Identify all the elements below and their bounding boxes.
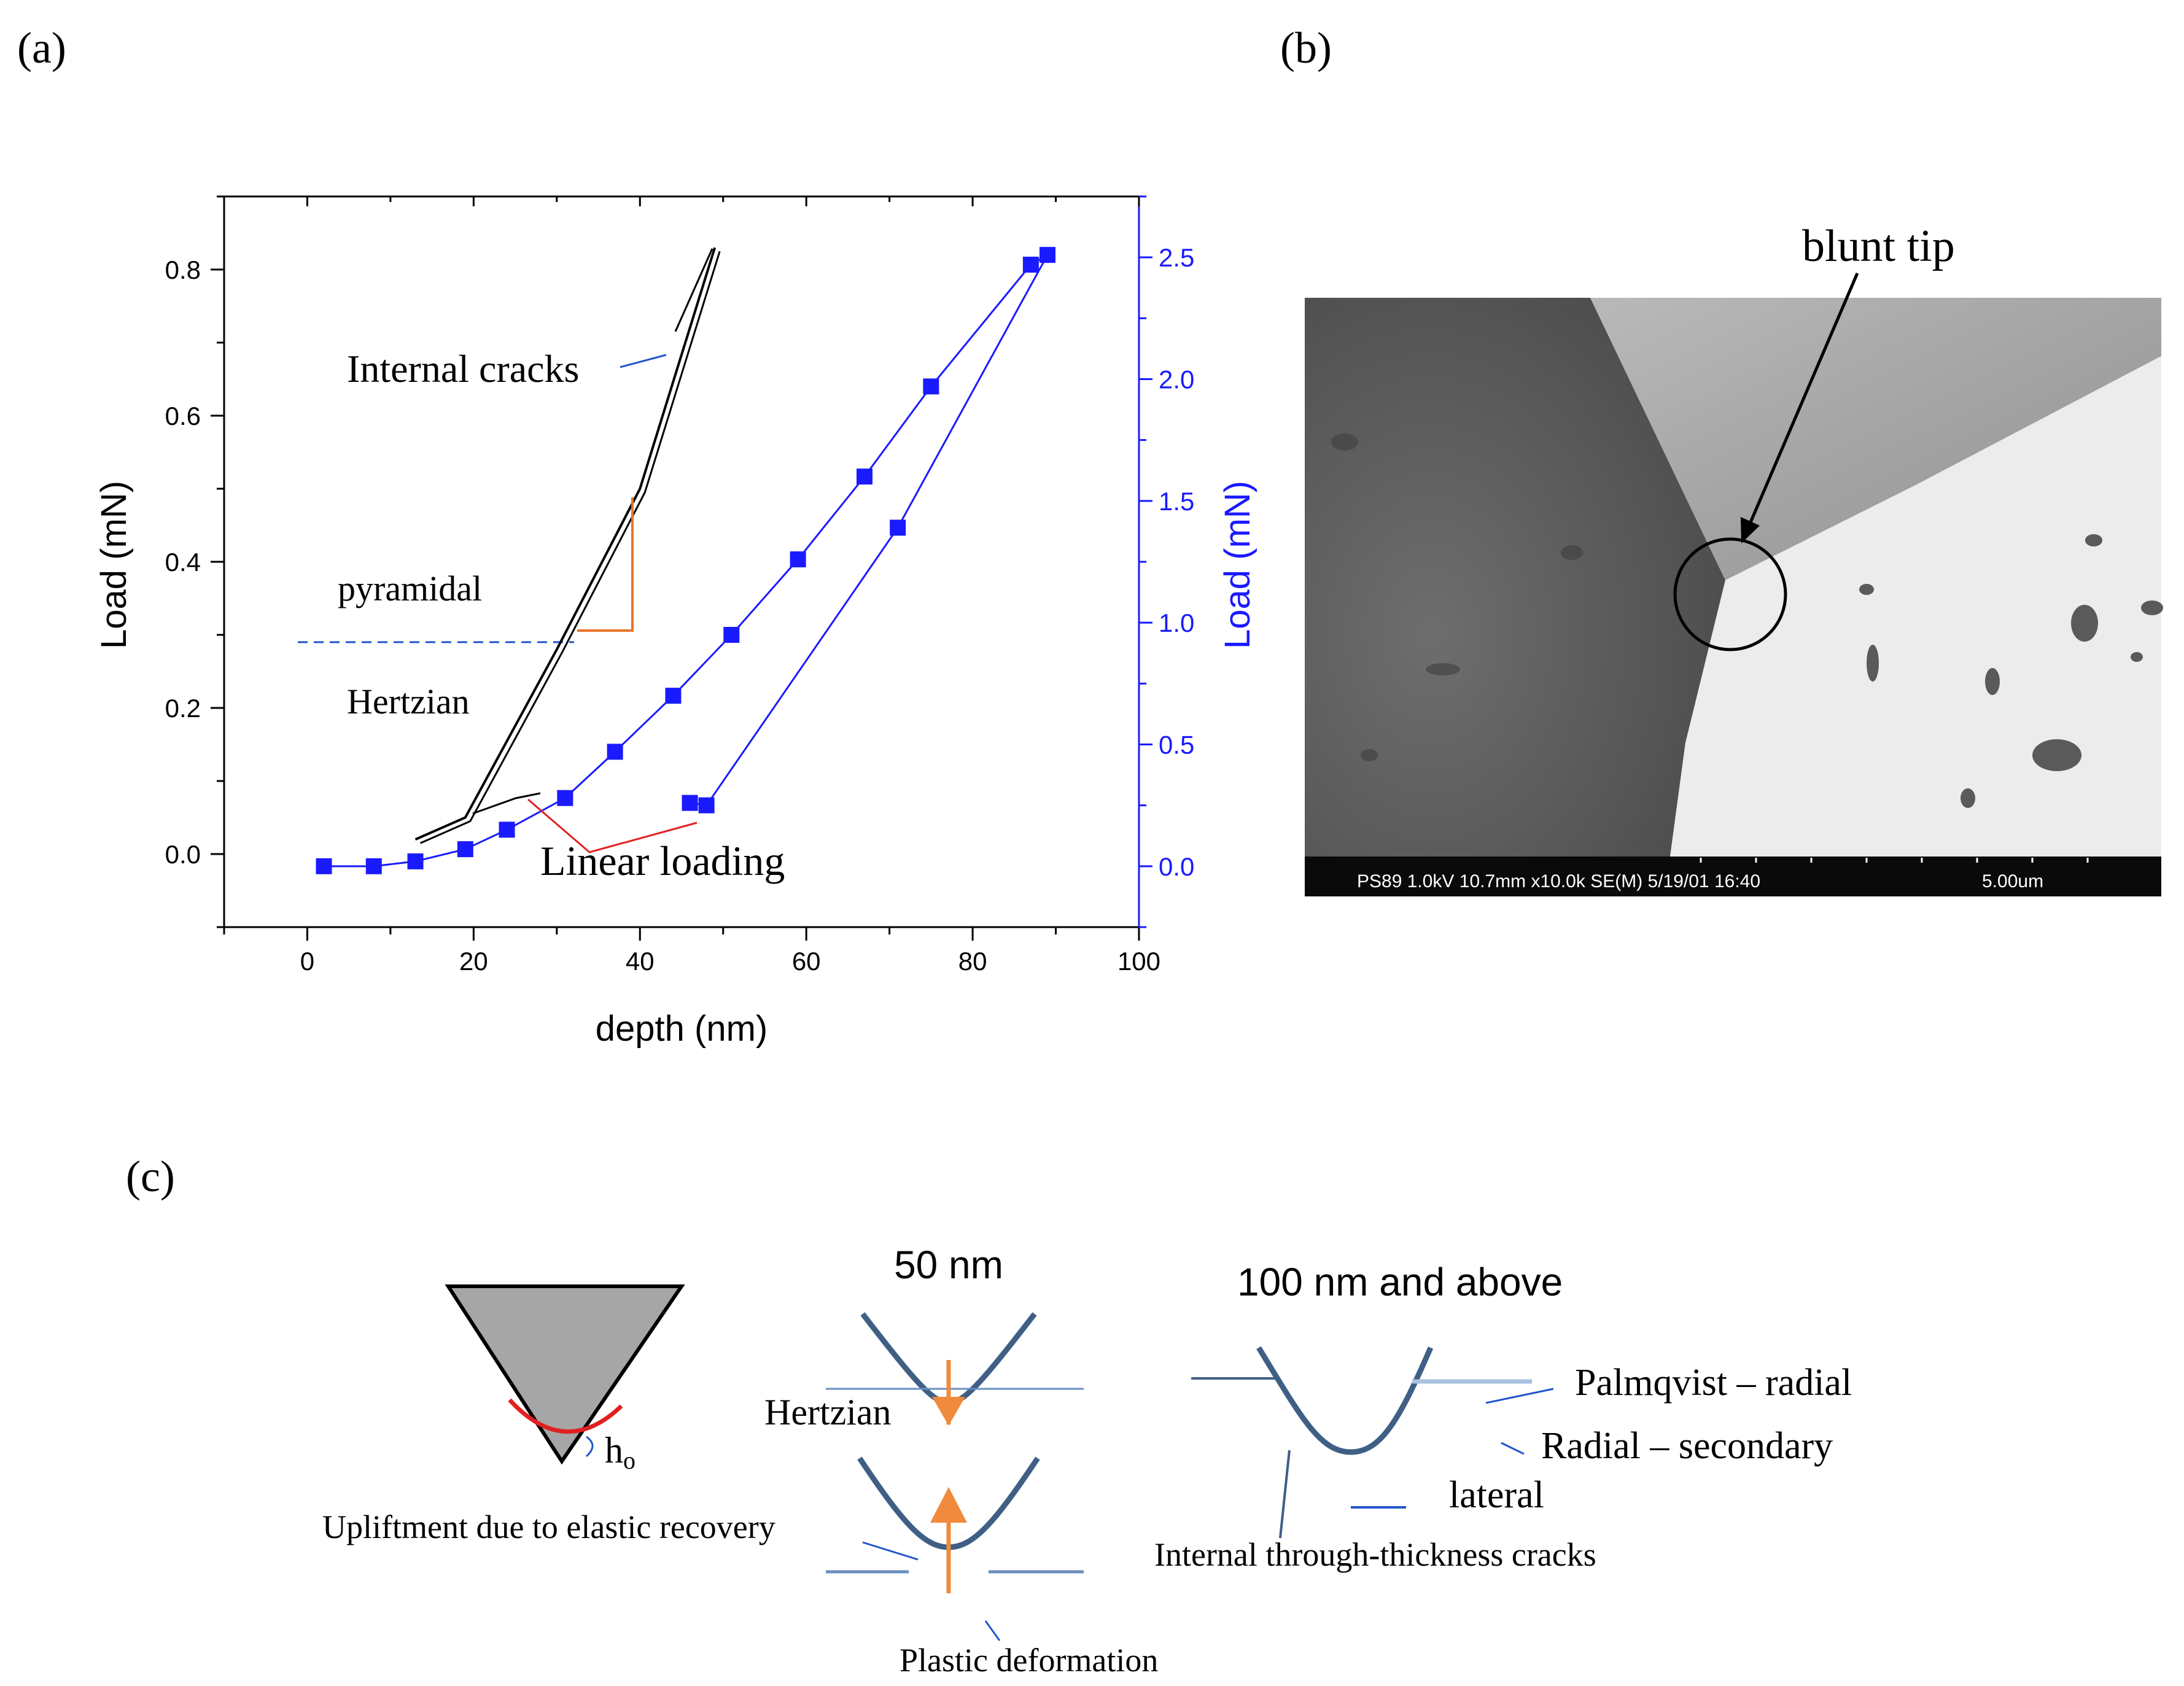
sem-info-text: PS89 1.0kV 10.7mm x10.0k SE(M) 5/19/01 1… (1357, 871, 1760, 892)
y-right-tick-label: 1.5 (1159, 487, 1194, 516)
y-left-tick-label: 0.2 (165, 694, 201, 723)
y-right-tick-label: 0.5 (1159, 731, 1194, 759)
blunt-tip-circle (1673, 537, 1787, 651)
sem-scale-ticks (1700, 858, 2089, 863)
data-point (790, 551, 806, 568)
lower-tangent-line (472, 792, 541, 815)
internal-cracks-annotation: Internal cracks (347, 347, 579, 390)
data-point (457, 841, 473, 858)
plastic-label: Plastic deformation (900, 1642, 1158, 1679)
blunt-tip-arrowhead (1741, 517, 1760, 543)
upliftment-label: Upliftment due to elastic recovery (322, 1509, 775, 1545)
y-right-tick-label: 2.0 (1159, 365, 1194, 394)
sem-right-face (1670, 356, 2161, 857)
data-point (607, 744, 623, 760)
panel-label-b: (b) (1280, 23, 1332, 72)
load-depth-chart: 0 20 40 60 80 100 0.0 0.2 0.4 0.6 0.8 0.0 0.5 1.0 1.… (94, 195, 1257, 1049)
internal-through-label: Internal through-thickness cracks (1154, 1536, 1596, 1573)
indentation-schematic: ho 50 nm Hertzian Upliftment due to elas… (322, 1243, 1852, 1679)
data-point (407, 853, 424, 869)
palmqvist-leader (1485, 1388, 1554, 1404)
upper-tangent-line (674, 248, 713, 332)
y-right-tick-label: 0.0 (1159, 852, 1194, 881)
y-right-tick-label: 1.0 (1159, 608, 1194, 637)
blunt-tip-arrow-shaft (1746, 273, 1859, 529)
data-point (365, 858, 382, 874)
radial-secondary-label: Radial – secondary (1541, 1425, 1833, 1467)
palmqvist-label: Palmqvist – radial (1575, 1362, 1852, 1404)
indenter-triangle (445, 1284, 685, 1465)
data-point (723, 627, 740, 643)
linear-loading-annotation: Linear loading (540, 837, 785, 884)
x-tick-label: 60 (792, 947, 821, 976)
data-point (1022, 257, 1039, 273)
y-left-axis-label: Load (mN) (94, 481, 134, 649)
plastic-leader (984, 1620, 1001, 1641)
sem-scale-text: 5.00um (1982, 871, 2043, 892)
crack-profile (1256, 1346, 1434, 1455)
sem-left-face (1305, 298, 1725, 857)
data-point (890, 519, 906, 536)
data-point (557, 790, 573, 806)
internal-cracks-leader (620, 354, 667, 368)
data-point (665, 688, 682, 704)
pyramidal-annotation: pyramidal (338, 569, 482, 608)
panel-label-a: (a) (17, 23, 66, 72)
x-tick-label: 20 (459, 947, 488, 976)
y-left-tick-label: 0.4 (165, 548, 201, 577)
series-line (414, 247, 717, 841)
black-series (414, 247, 721, 844)
panel-label-c: (c) (126, 1152, 175, 1201)
x-tick-label: 80 (958, 947, 987, 976)
sem-info-bar (1305, 857, 2161, 896)
h0-label: ho (605, 1430, 635, 1474)
y-left-ticks: 0.0 0.2 0.4 0.6 0.8 (165, 195, 224, 928)
y-right-axis-label: Load (mN) (1218, 481, 1257, 649)
radial-secondary-leader (1501, 1442, 1525, 1455)
sem-top-face (1590, 298, 2161, 580)
title-100nm: 100 nm and above (1237, 1260, 1563, 1304)
plot-frame (223, 195, 1140, 928)
data-point (1040, 247, 1055, 263)
hertzian-load-arrowhead (932, 1397, 965, 1426)
x-tick-label: 0 (300, 947, 314, 976)
x-axis-label: depth (nm) (596, 1009, 768, 1049)
hertzian-label: Hertzian (764, 1392, 892, 1432)
sem-dark-speckles (1331, 433, 1583, 761)
sem-image: PS89 1.0kV 10.7mm x10.0k SE(M) 5/19/01 1… (1305, 221, 2163, 896)
data-point (857, 468, 872, 485)
series-line-unloading (419, 251, 721, 844)
hertzian-annotation: Hertzian (347, 682, 470, 721)
through-thickness-crack (1279, 1450, 1291, 1539)
data-point (923, 378, 939, 395)
lateral-label: lateral (1449, 1474, 1544, 1516)
h0-bracket (585, 1435, 594, 1458)
y-left-tick-label: 0.8 (165, 255, 201, 284)
blue-series (316, 247, 1055, 874)
y-right-tick-label: 2.5 (1159, 243, 1194, 272)
slope-triangle (577, 497, 634, 632)
data-point (316, 858, 332, 874)
sem-surface-pits (1859, 534, 2163, 808)
data-point (682, 794, 698, 811)
y-left-tick-label: 0.0 (165, 840, 201, 869)
y-left-tick-label: 0.6 (165, 402, 201, 430)
uplift-arrowhead (930, 1487, 967, 1523)
title-50nm: 50 nm (894, 1243, 1003, 1287)
x-ticks: 0 20 40 60 80 100 (223, 196, 1160, 976)
upliftment-leader (862, 1541, 919, 1561)
x-tick-label: 100 (1117, 947, 1160, 976)
x-tick-label: 40 (626, 947, 655, 976)
data-point (698, 797, 715, 814)
data-point (499, 822, 515, 838)
linear-loading-leader (527, 798, 698, 853)
y-right-ticks: 0.0 0.5 1.0 1.5 2.0 2.5 (1139, 195, 1194, 928)
contact-arc (508, 1398, 623, 1434)
blunt-tip-label: blunt tip (1802, 221, 1955, 271)
